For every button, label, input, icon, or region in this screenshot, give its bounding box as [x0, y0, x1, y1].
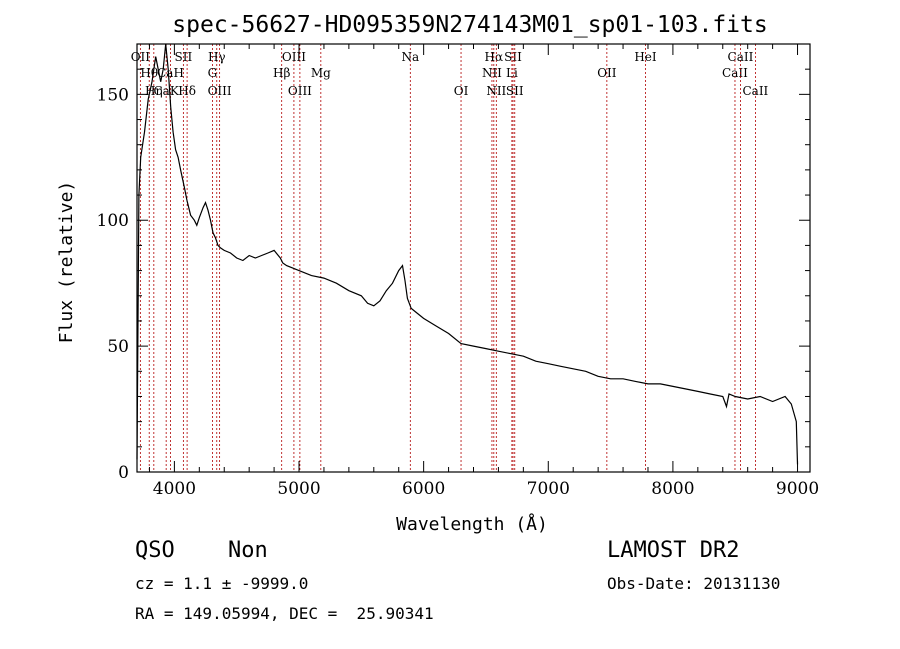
emission-line-label: SII — [504, 50, 522, 64]
emission-line-label: OI — [454, 84, 469, 98]
emission-line-label: Li — [506, 66, 518, 80]
emission-line-label: OII — [131, 50, 151, 64]
x-tick-label: 7000 — [527, 479, 570, 499]
emission-line-label: Hβ — [273, 66, 290, 80]
emission-line-label: OII — [597, 66, 617, 80]
emission-line-label: Hα — [485, 50, 504, 64]
emission-line-label: Hδ — [178, 84, 196, 98]
emission-line-label: CaH — [157, 66, 184, 80]
y-tick-label: 150 — [97, 85, 129, 105]
object-subclass: Non — [228, 538, 268, 563]
redshift-readout: cz = 1.1 ± -9999.0 — [135, 574, 309, 593]
survey-label: LAMOST DR2 — [607, 538, 740, 563]
x-tick-label: 9000 — [776, 479, 819, 499]
emission-line-label: CaII — [728, 50, 754, 64]
obs-date: Obs-Date: 20131130 — [607, 574, 781, 593]
emission-line-label: OIII — [288, 84, 312, 98]
emission-line-label: SII — [175, 50, 193, 64]
x-tick-label: 4000 — [153, 479, 196, 499]
x-tick-label: 5000 — [277, 479, 320, 499]
emission-line-label: NII — [486, 84, 506, 98]
emission-line-label: CaII — [742, 84, 768, 98]
spectrum-series-line — [136, 43, 799, 465]
y-tick-label: 50 — [107, 337, 129, 357]
x-tick-label: 6000 — [402, 479, 445, 499]
emission-line-label: HeI — [634, 50, 657, 64]
coordinates: RA = 149.05994, DEC = 25.90341 — [135, 604, 434, 623]
emission-line-label: Mg — [311, 66, 331, 80]
emission-line-label: OIII — [282, 50, 306, 64]
emission-line-label: Hγ — [208, 50, 226, 64]
emission-line-label: CaII — [722, 66, 748, 80]
object-class: QSO — [135, 538, 175, 563]
axis-ticks: 4000 5000 6000 7000 8000 9000 0 50 100 150 — [97, 43, 819, 499]
y-axis-label: Flux (relative) — [56, 181, 77, 344]
y-tick-label: 0 — [118, 463, 129, 483]
emission-line-label: OIII — [208, 84, 232, 98]
emission-line-label: G — [208, 66, 218, 80]
x-axis-label: Wavelength (Å) — [396, 513, 548, 535]
emission-line-label: NII — [482, 66, 502, 80]
emission-line-label: Na — [401, 50, 419, 64]
y-tick-label: 100 — [97, 211, 129, 231]
chart-title: spec-56627-HD095359N274143M01_sp01-103.f… — [172, 12, 767, 38]
emission-line-label: CaK — [154, 84, 180, 98]
emission-line-label: SII — [506, 84, 524, 98]
emission-line-markers: OIIHθHηCaKCaHSIIHδHγGOIIIHβOIIIOIIIMgNaO… — [131, 44, 769, 472]
x-tick-label: 8000 — [651, 479, 694, 499]
emission-line-label: Hθ — [140, 66, 158, 80]
